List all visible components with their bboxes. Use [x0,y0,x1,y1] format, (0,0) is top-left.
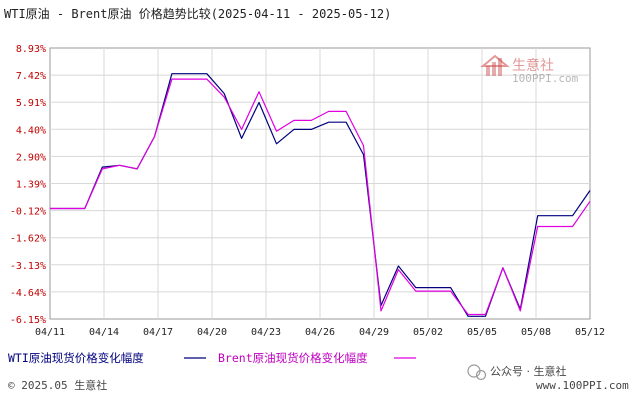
legend-label-wti: WTI原油现货价格变化幅度 [8,351,144,365]
x-tick-label: 05/12 [575,327,605,338]
y-tick-label: -3.13% [10,261,46,272]
y-tick-label: 4.40% [16,125,46,136]
x-tick-label: 05/02 [413,327,443,338]
watermark-logo: 生意社 100PPI.com [480,54,579,85]
watermark-name: 生意社 [512,57,554,74]
y-tick-label: 8.93% [16,44,46,55]
watermark-url: 100PPI.com [512,72,579,85]
y-tick-label: 2.90% [16,152,46,163]
y-tick-label: 5.91% [16,98,46,109]
x-tick-label: 04/14 [89,327,119,338]
series-lines [50,73,591,317]
footer-url: www.100PPI.com [536,379,629,392]
y-tick-label: 7.42% [16,71,46,82]
x-tick-label: 04/11 [35,327,65,338]
footer-copyright: © 2025.05 生意社 [8,378,107,392]
x-tick-label: 04/29 [359,327,389,338]
y-tick-label: -6.15% [10,315,46,326]
watermark-house-icon [480,54,510,76]
wechat-icon [467,364,487,381]
legend-label-brent: Brent原油现货价格变化幅度 [218,351,368,365]
y-tick-label: -0.12% [10,207,46,218]
chart-title: WTI原油 - Brent原油 价格趋势比较(2025-04-11 - 2025… [4,6,391,21]
x-tick-label: 04/26 [305,327,335,338]
x-tick-label: 04/17 [143,327,173,338]
y-tick-label: -1.62% [10,234,46,245]
legend: WTI原油现货价格变化幅度 Brent原油现货价格变化幅度 [8,351,416,365]
x-axis-ticks: 04/11 04/14 04/17 04/20 04/23 04/26 04/29 05/02… [35,327,605,338]
y-axis-ticks: 8.93% 7.42% 5.91% 4.40% 2.90% 1.39% -0.12% -1.6… [10,44,46,326]
y-tick-label: 1.39% [16,180,46,191]
x-tick-label: 04/23 [251,327,281,338]
x-tick-label: 04/20 [197,327,227,338]
series-line-brent [50,78,591,316]
x-tick-label: 05/08 [521,327,551,338]
y-tick-label: -4.64% [10,288,46,299]
grid-lines [50,48,590,319]
footer-wechat-label: 公众号 · 生意社 [490,364,567,378]
x-tick-label: 05/05 [467,327,497,338]
